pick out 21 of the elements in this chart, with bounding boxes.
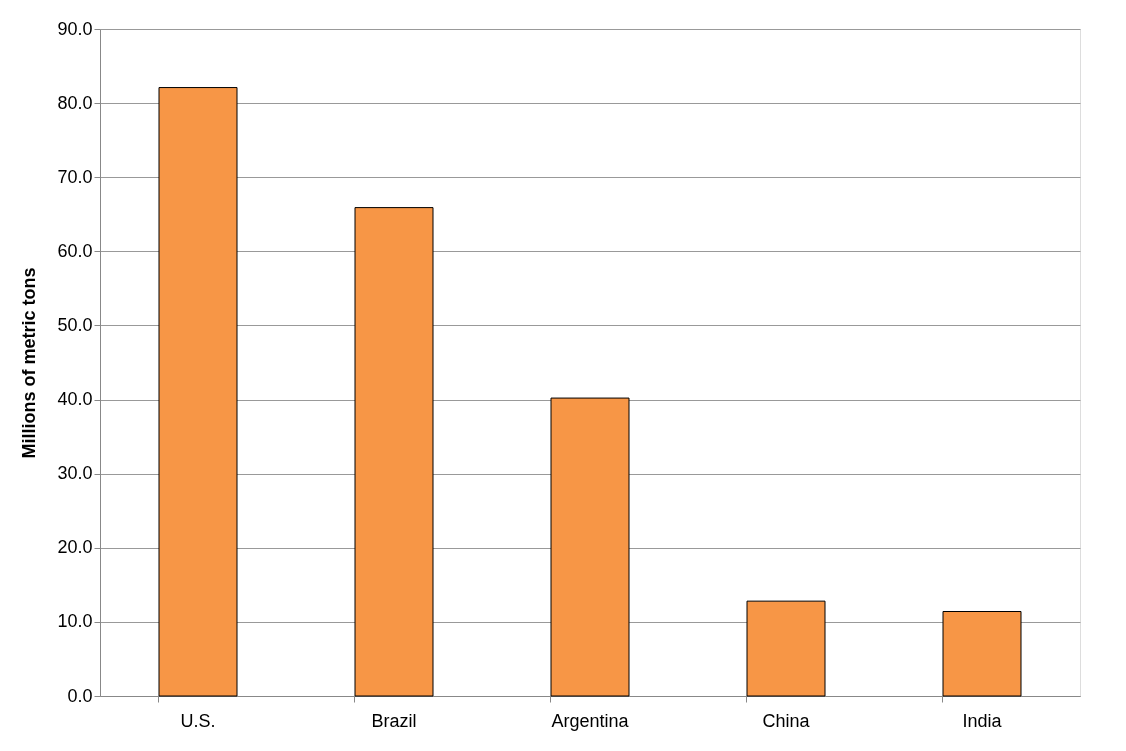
y-tick-label: 0.0	[67, 685, 93, 706]
x-tick-label: China	[762, 710, 811, 731]
bar	[942, 611, 1022, 697]
y-tick-label: 40.0	[57, 389, 93, 410]
y-tick-label: 90.0	[57, 18, 93, 39]
y-axis-title: Millions of metric tons	[19, 267, 40, 459]
y-tick-label: 10.0	[57, 611, 93, 632]
y-tick-label: 80.0	[57, 92, 93, 113]
y-tick-label: 30.0	[57, 463, 93, 484]
bar	[550, 397, 630, 697]
y-tick-label: 70.0	[57, 166, 93, 187]
y-tick-label: 50.0	[57, 314, 93, 335]
x-tick-label: Argentina	[551, 710, 630, 731]
x-tick-label: Brazil	[371, 710, 417, 731]
bar	[354, 207, 434, 697]
x-tick-label: India	[962, 710, 1003, 731]
x-tick-label: U.S.	[180, 710, 216, 731]
bar	[158, 87, 238, 697]
y-tick-label: 60.0	[57, 240, 93, 261]
y-tick-label: 20.0	[57, 537, 93, 558]
bar	[746, 600, 826, 697]
